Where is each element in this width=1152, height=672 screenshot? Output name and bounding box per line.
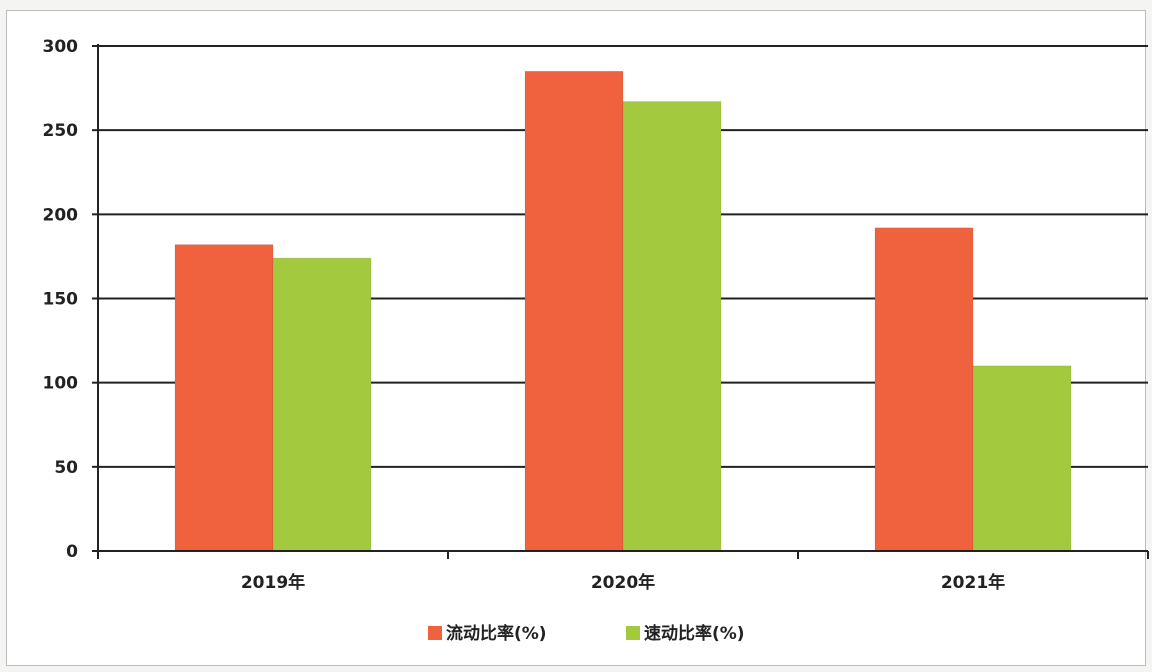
legend-swatch-1 [626,626,640,640]
y-tick-label: 300 [43,37,79,57]
bars [174,70,1072,552]
axes [92,44,1149,559]
bar-quick-ratio-2 [972,365,1072,552]
y-tick-label: 200 [43,205,79,225]
x-tick-label: 2020年 [591,572,655,593]
legend-label-1: 速动比率(%) [644,623,745,644]
legend-swatch-0 [428,626,442,640]
y-tick-label: 0 [66,542,78,562]
bar-current-ratio-0 [174,244,274,552]
bar-current-ratio-1 [524,70,624,552]
y-tick-label: 100 [43,374,79,394]
y-tick-label: 50 [54,458,78,478]
legend: 流动比率(%) 速动比率(%) [428,623,745,644]
legend-label-0: 流动比率(%) [446,623,547,644]
y-tick-label: 250 [43,121,79,141]
x-tick-label: 2021年 [941,572,1005,593]
axis-labels: 0 50 100 150 200 250 300 2019年 2020年 2021年 [43,37,1006,593]
x-tick-label: 2019年 [241,572,305,593]
bar-current-ratio-2 [874,227,974,552]
y-tick-label: 150 [43,290,79,310]
bar-quick-ratio-1 [622,101,722,552]
bar-quick-ratio-0 [272,257,372,552]
